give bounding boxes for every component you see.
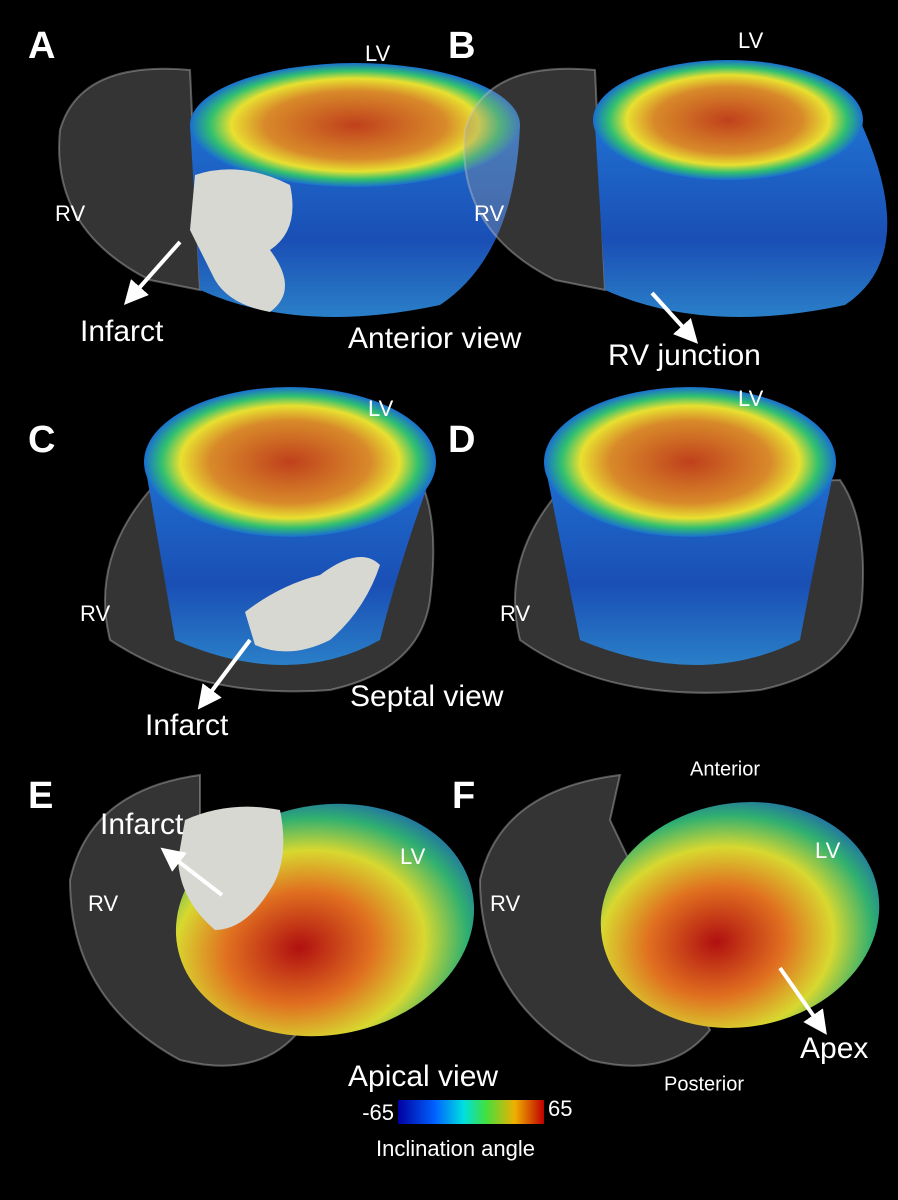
label: LV — [738, 28, 764, 53]
label: RV — [55, 201, 85, 226]
label: LV — [368, 396, 394, 421]
panel-letter: B — [448, 25, 475, 67]
panel-letter: A — [28, 25, 55, 67]
panel-letter: D — [448, 419, 475, 461]
label: LV — [815, 838, 841, 863]
panel-f — [480, 775, 897, 1066]
label: Apex — [800, 1032, 868, 1065]
panel-letter: F — [452, 775, 475, 817]
label: LV — [400, 844, 426, 869]
label: RV — [88, 891, 118, 916]
label: LV — [365, 41, 391, 66]
label: RV — [80, 601, 110, 626]
rv-shell — [59, 69, 200, 290]
colorbar-max: 65 — [548, 1096, 572, 1121]
label: RV — [500, 601, 530, 626]
view-label: Septal view — [350, 680, 504, 713]
panel-a — [59, 63, 520, 317]
panel-b — [464, 60, 887, 335]
colorbar — [398, 1100, 544, 1124]
panel-letter: C — [28, 419, 55, 461]
panel-d — [515, 387, 863, 693]
view-label: Anterior view — [348, 322, 522, 355]
panel-letter: E — [28, 775, 53, 817]
lv-top — [544, 387, 836, 537]
colorbar-min: -65 — [362, 1100, 394, 1125]
label: Infarct — [145, 709, 229, 742]
figure: A LV RV Infarct Anterior view B LV RV RV… — [0, 0, 898, 1200]
lv-top — [593, 60, 863, 180]
panel-c — [105, 387, 436, 700]
label: RV — [490, 891, 520, 916]
label: Infarct — [80, 315, 164, 348]
label: Anterior — [690, 758, 760, 780]
label: RV — [474, 201, 504, 226]
label: Posterior — [664, 1073, 744, 1095]
label: RV junction — [608, 339, 761, 372]
label: Infarct — [100, 808, 184, 841]
colorbar-title: Inclination angle — [376, 1136, 535, 1161]
label: LV — [738, 386, 764, 411]
view-label: Apical view — [348, 1060, 498, 1093]
